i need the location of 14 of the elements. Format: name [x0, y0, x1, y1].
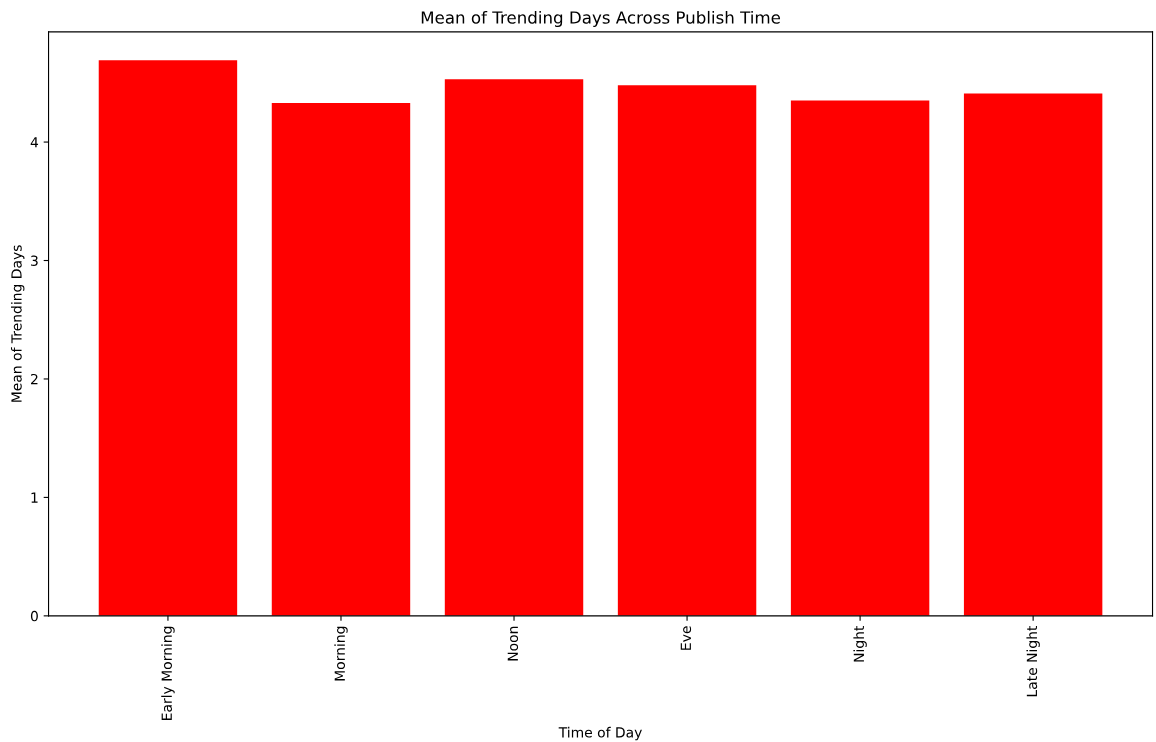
x-axis-title: Time of Day	[558, 726, 642, 741]
chart-title: Mean of Trending Days Across Publish Time	[421, 10, 781, 28]
y-tick-label: 1	[31, 492, 38, 503]
y-tick-label: 3	[31, 255, 38, 266]
x-tick-label: Late Night	[1026, 625, 1040, 697]
x-tick-label: Morning	[334, 626, 348, 681]
y-tick-label: 0	[30, 610, 38, 622]
x-tick-label: Early Morning	[161, 626, 175, 720]
x-tick-label: Eve	[680, 626, 692, 650]
x-tick-label: Noon	[507, 626, 519, 661]
x-tick-label: Night	[853, 625, 867, 662]
y-tick-label: 2	[31, 373, 38, 385]
y-axis-title: Mean of Trending Days	[11, 245, 25, 402]
y-tick-label: 4	[30, 137, 39, 148]
